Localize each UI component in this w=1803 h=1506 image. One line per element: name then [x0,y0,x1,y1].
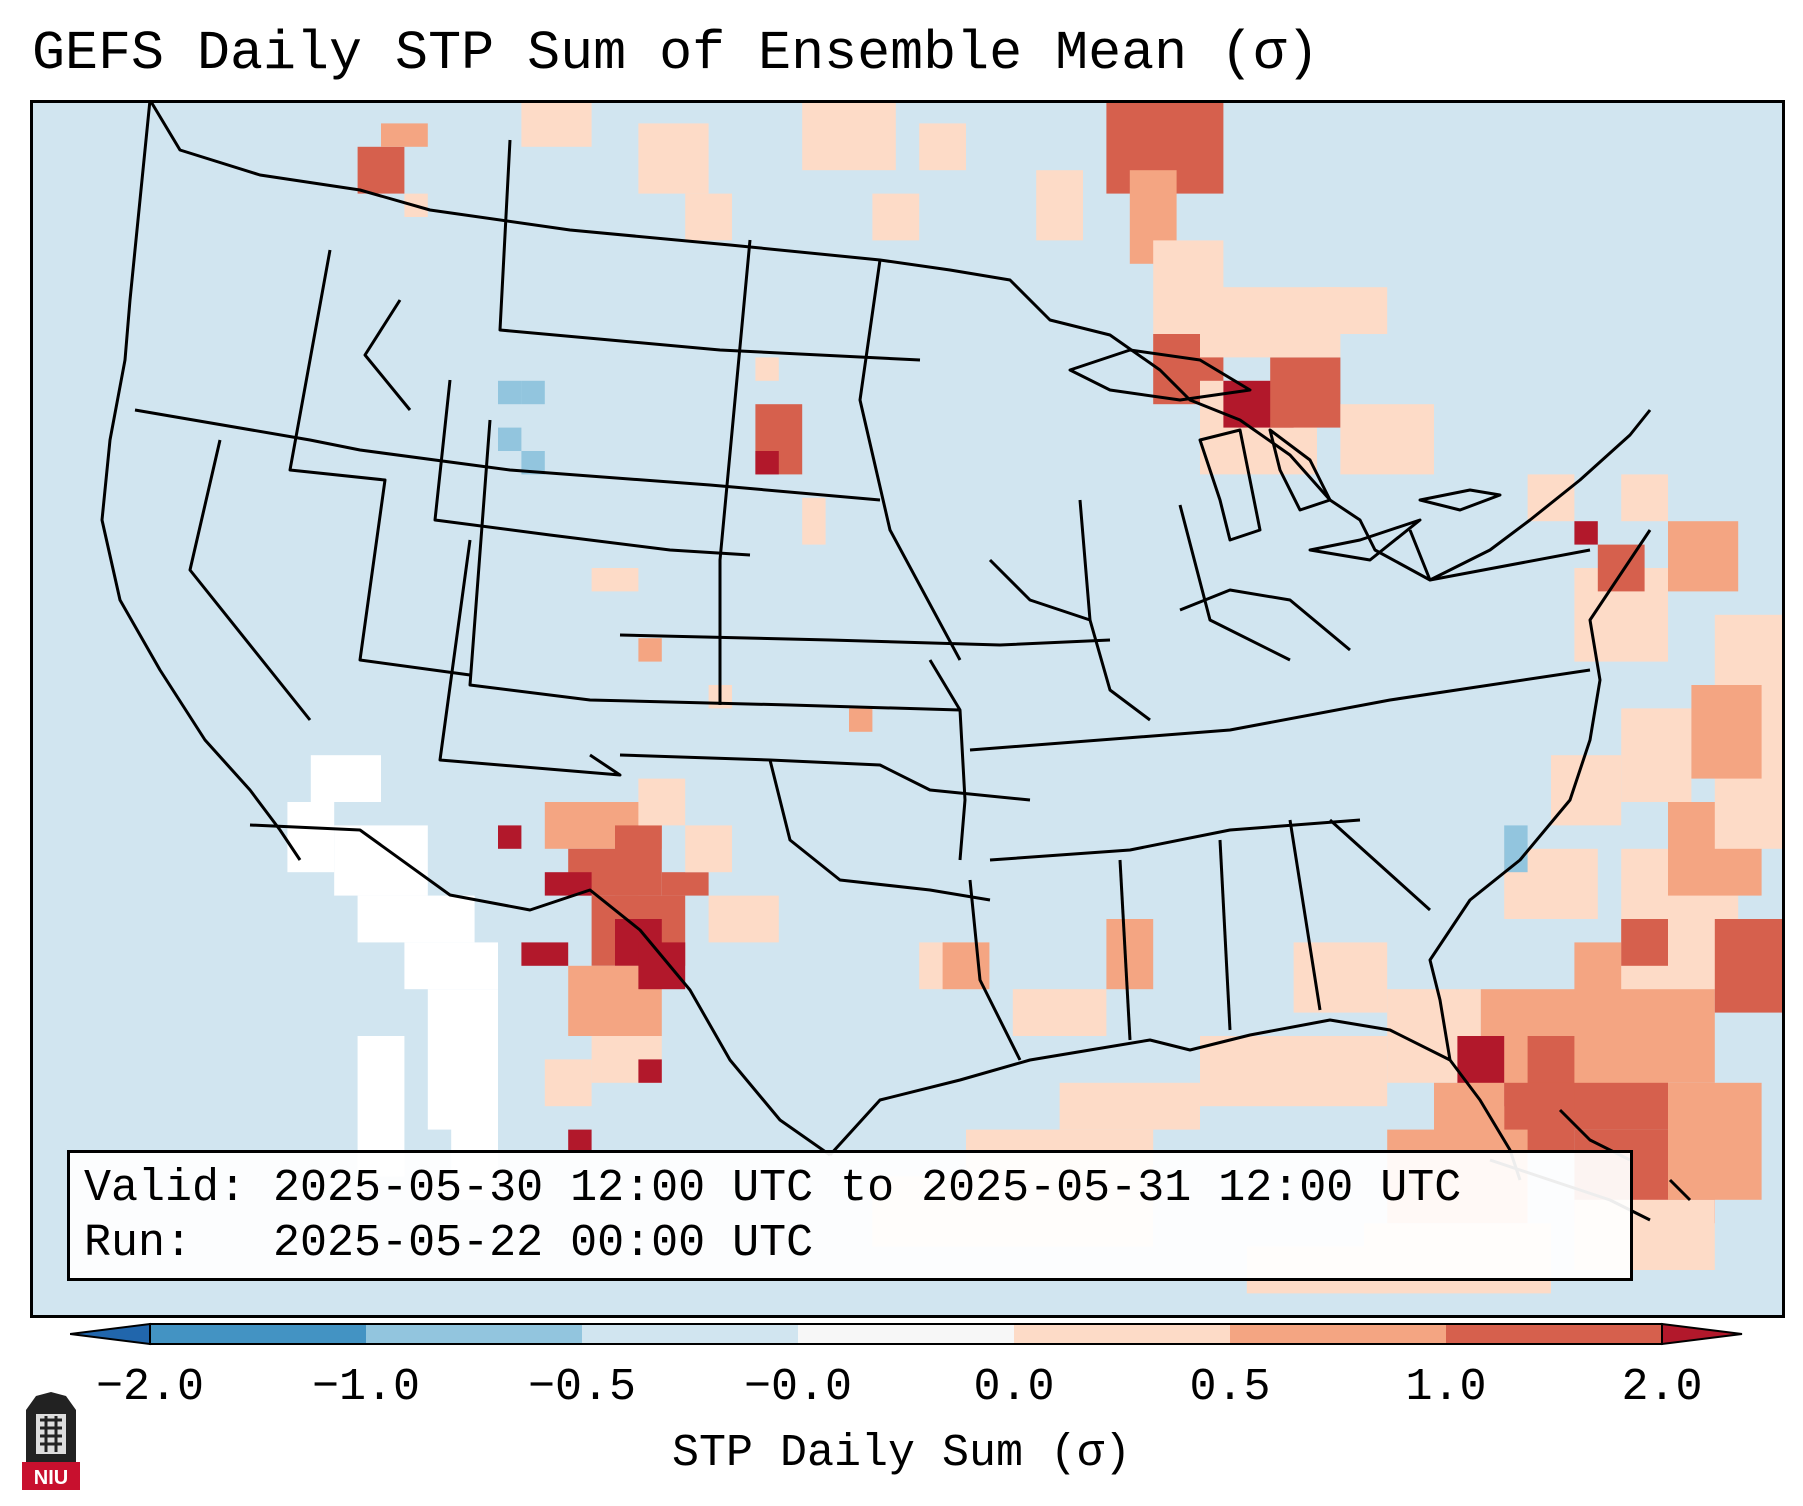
colorbar [70,1322,1743,1346]
stp-cell [544,872,592,896]
colorbar-segment [366,1324,582,1344]
colorbar-frame [149,1323,1663,1345]
stp-cell [521,380,545,405]
stp-cell [498,825,522,849]
stp-cell [591,568,639,592]
stp-cell [1504,825,1528,873]
stp-cell [872,193,920,241]
stp-cell [521,942,569,966]
stp-cell [1714,919,1785,1013]
stp-cell [708,895,779,943]
valid-value: 2025-05-30 12:00 UTC to 2025-05-31 12:00… [273,1163,1462,1214]
colorbar-tick-label: 0.5 [1189,1362,1271,1413]
colorbar-tick-label: 0.0 [973,1362,1055,1413]
niu-logo: NIU [22,1392,80,1490]
run-value: 2025-05-22 00:00 UTC [273,1218,814,1269]
stp-cell [498,380,522,405]
stp-cell [1551,755,1622,826]
stp-cell [638,638,662,662]
colorbar-over-arrow [1661,1322,1743,1346]
stp-cell [755,451,779,475]
valid-label: Valid: [84,1163,247,1214]
stp-cell [849,708,873,732]
stp-cell [1621,708,1692,802]
stp-cell [802,100,896,171]
stp-cell [568,1129,592,1153]
colorbar-segment [1014,1324,1230,1344]
colorbar-tick-label: −2.0 [95,1362,205,1413]
stp-cell [1059,1082,1200,1130]
stp-cell [1574,521,1598,545]
niu-logo-text: NIU [34,1467,68,1489]
stp-cell [638,778,686,826]
stp-cell [1434,1082,1505,1153]
stp-cell [1036,170,1083,241]
colorbar-segment [582,1324,798,1344]
stp-cell [1106,919,1154,990]
state-boundaries [100,100,1692,1222]
stp-cell [802,497,826,545]
stp-cell [638,123,709,194]
colorbar-segment [798,1324,1014,1344]
valid-run-info-box: Valid: 2025-05-30 12:00 UTC to 2025-05-3… [67,1150,1633,1281]
stp-cell [521,451,545,475]
stp-cell [919,123,966,171]
stp-cell [521,100,592,147]
stp-map [30,100,1785,1318]
stp-cell [1621,919,1668,966]
stp-cell [1621,474,1668,522]
colorbar-tick-label: −0.0 [743,1362,853,1413]
stp-cell [427,989,498,1130]
colorbar-tick-label: −1.0 [311,1362,421,1413]
valid-line: Valid: 2025-05-30 12:00 UTC to 2025-05-3… [84,1161,1616,1216]
colorbar-tick-label: 1.0 [1405,1362,1487,1413]
stp-cell [1668,521,1739,592]
stp-cell [685,193,732,241]
stp-cell [755,357,779,381]
stp-cell [1340,404,1434,475]
stp-cell [287,802,335,873]
stp-cell [544,1059,592,1107]
stp-cell [1200,1036,1388,1107]
stp-cell [357,146,405,194]
stp-cell [1597,544,1645,592]
map-frame [30,100,1785,1318]
stp-cell [357,895,475,943]
stp-cell [1317,287,1388,334]
stp-cell [1527,474,1575,522]
stp-cell [685,825,732,873]
stp-cell [381,123,428,147]
colorbar-under-arrow [70,1322,151,1346]
stp-cell [661,872,709,896]
run-label: Run: [84,1218,193,1269]
colorbar-tick-label: −0.5 [527,1362,637,1413]
colorbar-label: STP Daily Sum (σ) [671,1428,1132,1479]
stp-cell [1691,685,1762,779]
stp-cell [498,427,522,451]
colorbar-tick-label: 2.0 [1621,1362,1703,1413]
stp-cell [1270,357,1341,428]
stp-cell [615,825,662,896]
colorbar-segment [1446,1324,1662,1344]
map-title: GEFS Daily STP Sum of Ensemble Mean (σ) [32,22,1320,85]
colorbar-segment [1230,1324,1446,1344]
stp-cell [404,942,498,990]
stp-cell [638,1059,662,1083]
stp-cell [1668,1082,1762,1200]
stp-cell [638,942,686,990]
stp-cell [334,825,428,896]
stp-cell [1293,942,1388,1013]
run-line: Run: 2025-05-22 00:00 UTC [84,1216,1616,1271]
colorbar-segment [150,1324,366,1344]
stp-cell [1012,989,1107,1036]
stp-cell [310,755,381,802]
